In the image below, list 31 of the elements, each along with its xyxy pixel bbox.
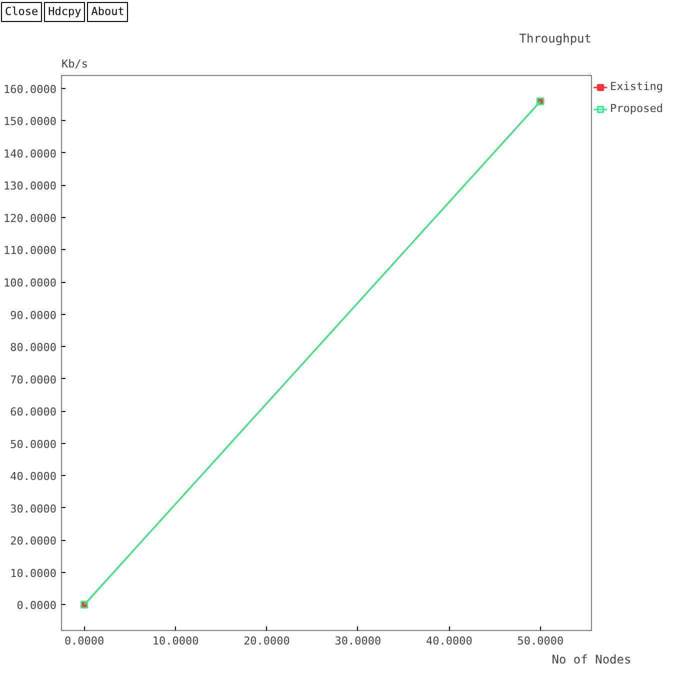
y-tick-label: 20.0000: [10, 534, 56, 548]
x-tick-label: 50.0000: [517, 634, 564, 648]
x-tick-label: 0.0000: [64, 634, 104, 648]
text: About: [91, 4, 124, 20]
y-tick-label: 110.0000: [4, 244, 57, 257]
y-tick-label: 40.0000: [10, 470, 56, 483]
x-axis-title: No of Nodes: [552, 652, 632, 666]
text: Close: [5, 4, 38, 20]
y-tick-label: 90.0000: [10, 308, 56, 322]
y-tick-label: 160.0000: [4, 82, 57, 96]
y-tick-label: 60.0000: [10, 405, 56, 418]
text: Hdcpy: [48, 4, 82, 20]
y-tick-label: 140.0000: [4, 147, 57, 160]
y-tick-label: 0.0000: [16, 598, 57, 612]
y-tick-label: 130.0000: [4, 179, 57, 192]
y-tick-label: 30.0000: [10, 502, 56, 516]
x-tick-label: 30.0000: [334, 634, 382, 648]
legend-label: Proposed: [610, 102, 663, 116]
x-tick-label: 20.0000: [244, 634, 290, 648]
y-tick-label: 150.0000: [4, 114, 57, 128]
x-tick-label: 40.0000: [426, 634, 472, 648]
y-tick-label: 120.0000: [4, 212, 57, 225]
y-tick-label: 10.0000: [10, 566, 56, 580]
y-tick-label: 50.0000: [10, 438, 56, 451]
y-axis-title: Kb/s: [62, 57, 88, 70]
legend-label: Existing: [610, 80, 663, 94]
x-tick-label: 10.0000: [152, 634, 199, 648]
chart-title: Throughput: [519, 31, 592, 46]
y-tick-label: 100.0000: [4, 276, 57, 290]
y-tick-label: 70.0000: [10, 373, 56, 386]
y-tick-label: 80.0000: [10, 340, 56, 354]
